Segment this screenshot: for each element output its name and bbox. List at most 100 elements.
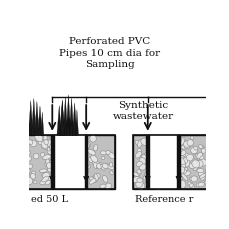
Ellipse shape bbox=[35, 134, 43, 142]
Ellipse shape bbox=[61, 142, 67, 149]
Polygon shape bbox=[75, 110, 79, 135]
Ellipse shape bbox=[156, 181, 164, 188]
Ellipse shape bbox=[84, 170, 89, 176]
Ellipse shape bbox=[26, 136, 30, 141]
Text: Reference r: Reference r bbox=[136, 195, 194, 204]
Ellipse shape bbox=[28, 140, 33, 144]
Ellipse shape bbox=[54, 173, 59, 181]
Ellipse shape bbox=[196, 160, 203, 167]
Ellipse shape bbox=[153, 153, 159, 157]
Ellipse shape bbox=[42, 155, 51, 159]
Ellipse shape bbox=[186, 154, 194, 161]
Ellipse shape bbox=[149, 160, 153, 164]
Ellipse shape bbox=[79, 173, 86, 180]
Ellipse shape bbox=[45, 175, 51, 182]
Ellipse shape bbox=[67, 183, 71, 189]
Ellipse shape bbox=[143, 175, 147, 180]
Ellipse shape bbox=[145, 181, 150, 185]
Ellipse shape bbox=[204, 181, 212, 185]
Ellipse shape bbox=[192, 160, 200, 168]
Ellipse shape bbox=[109, 162, 113, 167]
Ellipse shape bbox=[72, 173, 79, 180]
Ellipse shape bbox=[38, 139, 44, 144]
Ellipse shape bbox=[74, 177, 78, 182]
Ellipse shape bbox=[57, 138, 62, 146]
Ellipse shape bbox=[68, 172, 71, 176]
Ellipse shape bbox=[93, 173, 100, 179]
Ellipse shape bbox=[54, 173, 59, 178]
Ellipse shape bbox=[171, 151, 179, 155]
Ellipse shape bbox=[69, 150, 77, 158]
Ellipse shape bbox=[176, 156, 184, 159]
Ellipse shape bbox=[169, 165, 174, 173]
Ellipse shape bbox=[45, 162, 49, 167]
Polygon shape bbox=[69, 98, 74, 135]
Ellipse shape bbox=[70, 175, 77, 180]
Ellipse shape bbox=[137, 183, 145, 190]
Ellipse shape bbox=[168, 155, 175, 160]
Ellipse shape bbox=[179, 169, 187, 174]
Ellipse shape bbox=[151, 149, 159, 158]
Ellipse shape bbox=[162, 176, 169, 182]
Ellipse shape bbox=[177, 137, 185, 145]
Ellipse shape bbox=[178, 152, 185, 157]
Ellipse shape bbox=[85, 142, 90, 148]
Ellipse shape bbox=[28, 164, 33, 169]
Polygon shape bbox=[32, 98, 36, 135]
Ellipse shape bbox=[178, 180, 186, 188]
Ellipse shape bbox=[142, 155, 150, 161]
Polygon shape bbox=[41, 112, 44, 135]
Ellipse shape bbox=[95, 174, 98, 180]
Ellipse shape bbox=[29, 140, 37, 147]
Ellipse shape bbox=[183, 141, 191, 147]
Ellipse shape bbox=[175, 159, 183, 165]
Ellipse shape bbox=[103, 175, 108, 182]
Text: Synthetic
wastewater: Synthetic wastewater bbox=[113, 101, 174, 121]
Ellipse shape bbox=[66, 181, 73, 189]
Bar bbox=[23, 135, 115, 189]
Ellipse shape bbox=[198, 159, 207, 166]
Ellipse shape bbox=[146, 161, 150, 167]
Polygon shape bbox=[25, 104, 30, 135]
Ellipse shape bbox=[60, 165, 66, 171]
Polygon shape bbox=[66, 95, 71, 135]
Ellipse shape bbox=[61, 177, 66, 180]
Ellipse shape bbox=[183, 171, 191, 176]
Ellipse shape bbox=[200, 145, 204, 149]
Polygon shape bbox=[60, 100, 65, 135]
Ellipse shape bbox=[104, 164, 110, 167]
Ellipse shape bbox=[176, 148, 182, 152]
Ellipse shape bbox=[25, 169, 30, 174]
Ellipse shape bbox=[190, 177, 193, 181]
Ellipse shape bbox=[100, 151, 107, 155]
Ellipse shape bbox=[90, 177, 95, 181]
Bar bbox=[177, 135, 181, 189]
Ellipse shape bbox=[106, 165, 114, 169]
Polygon shape bbox=[25, 103, 30, 135]
Ellipse shape bbox=[136, 173, 140, 177]
Ellipse shape bbox=[189, 183, 193, 187]
Ellipse shape bbox=[49, 137, 54, 142]
Ellipse shape bbox=[32, 171, 36, 175]
Ellipse shape bbox=[75, 179, 81, 185]
Ellipse shape bbox=[43, 136, 47, 140]
Ellipse shape bbox=[167, 153, 172, 159]
Ellipse shape bbox=[84, 163, 88, 168]
Ellipse shape bbox=[197, 153, 203, 159]
Ellipse shape bbox=[162, 155, 166, 159]
Ellipse shape bbox=[83, 144, 90, 150]
Ellipse shape bbox=[47, 148, 54, 155]
Ellipse shape bbox=[71, 154, 78, 159]
Ellipse shape bbox=[57, 149, 65, 155]
Bar bbox=[133, 135, 212, 189]
Polygon shape bbox=[28, 101, 33, 135]
Ellipse shape bbox=[199, 174, 206, 178]
Ellipse shape bbox=[106, 150, 110, 155]
Ellipse shape bbox=[137, 169, 141, 174]
Ellipse shape bbox=[25, 172, 30, 177]
Ellipse shape bbox=[47, 167, 55, 172]
Ellipse shape bbox=[163, 143, 167, 147]
Text: ed 50 L: ed 50 L bbox=[31, 195, 68, 204]
Polygon shape bbox=[22, 108, 27, 135]
Ellipse shape bbox=[179, 163, 184, 168]
